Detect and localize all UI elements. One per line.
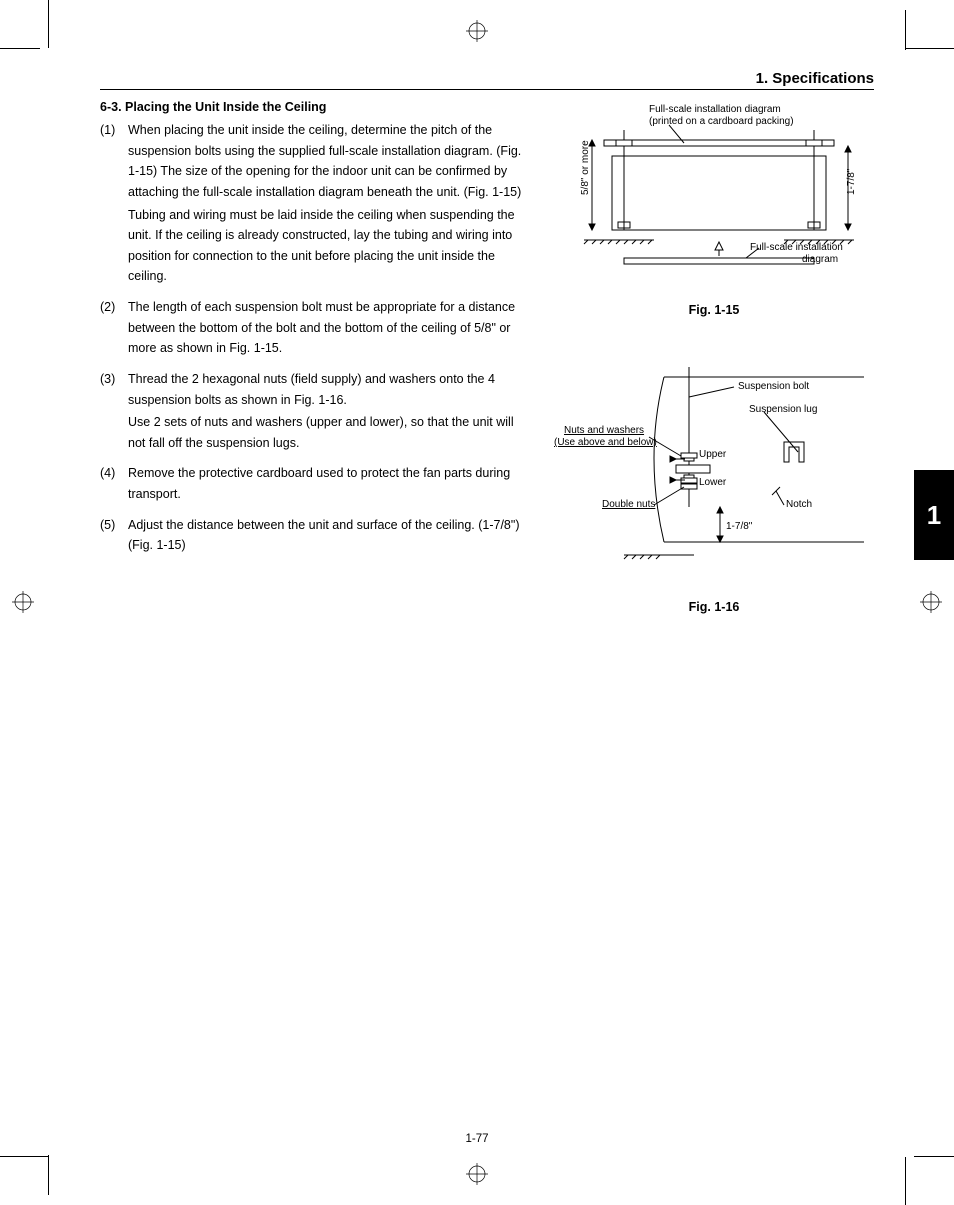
crop-mark (48, 0, 49, 48)
list-item: (1) When placing the unit inside the cei… (100, 120, 534, 289)
figure-1-15: Full-scale installation diagram (printed… (554, 100, 874, 317)
fig16-bolt: Suspension bolt (738, 381, 809, 392)
figure-1-16: Suspension bolt Suspension lug Nuts and … (554, 357, 874, 614)
paragraph: Thread the 2 hexagonal nuts (field suppl… (128, 369, 534, 410)
fig15-label-top2: (printed on a cardboard packing) (649, 116, 794, 127)
page-content: 1. Specifications 6-3. Placing the Unit … (100, 70, 874, 1135)
list-body: Thread the 2 hexagonal nuts (field suppl… (128, 369, 534, 456)
fig-1-15-svg: Full-scale installation diagram (printed… (554, 100, 874, 290)
crop-mark (906, 48, 954, 49)
list-item: (5) Adjust the distance between the unit… (100, 515, 534, 558)
list-body: The length of each suspension bolt must … (128, 297, 534, 361)
section-heading: 6-3. Placing the Unit Inside the Ceiling (100, 100, 534, 114)
section-title-text: Placing the Unit Inside the Ceiling (125, 100, 326, 114)
fig16-lug: Suspension lug (749, 404, 817, 415)
list-body: When placing the unit inside the ceiling… (128, 120, 534, 289)
figure-column: Full-scale installation diagram (printed… (554, 100, 874, 614)
list-number: (4) (100, 463, 128, 506)
fig-1-15-caption: Fig. 1-15 (554, 303, 874, 317)
chapter-tab: 1 (914, 470, 954, 560)
crop-mark (0, 1156, 48, 1157)
list-number: (2) (100, 297, 128, 361)
registration-mark-icon (920, 591, 942, 613)
fig16-nuts2: (Use above and below) (554, 437, 657, 448)
list-body: Remove the protective cardboard used to … (128, 463, 534, 506)
fig15-label-left: 5/8" or more (580, 140, 591, 195)
fig15-label-top1: Full-scale installation diagram (649, 104, 781, 115)
paragraph: Use 2 sets of nuts and washers (upper an… (128, 412, 534, 453)
list-number: (1) (100, 120, 128, 289)
registration-mark-icon (12, 591, 34, 613)
fig16-notch: Notch (786, 499, 812, 510)
text-column: 6-3. Placing the Unit Inside the Ceiling… (100, 100, 534, 614)
fig-1-16-caption: Fig. 1-16 (554, 600, 874, 614)
paragraph: Adjust the distance between the unit and… (128, 515, 534, 556)
registration-mark-icon (466, 20, 488, 42)
crop-mark (905, 10, 906, 50)
list-number: (5) (100, 515, 128, 558)
paragraph: Remove the protective cardboard used to … (128, 463, 534, 504)
fig15-callout1: Full-scale installation (750, 242, 843, 253)
list-item: (3) Thread the 2 hexagonal nuts (field s… (100, 369, 534, 456)
page-number: 1-77 (0, 1133, 954, 1145)
section-number: 6-3. (100, 100, 122, 114)
fig15-callout2: diagram (802, 254, 838, 265)
two-column-layout: 6-3. Placing the Unit Inside the Ceiling… (100, 100, 874, 614)
crop-mark (914, 1156, 954, 1157)
fig15-label-right: 1-7/8" (846, 168, 857, 195)
list-item: (4) Remove the protective cardboard used… (100, 463, 534, 506)
fig16-dim: 1-7/8" (726, 521, 753, 532)
paragraph: When placing the unit inside the ceiling… (128, 120, 534, 203)
crop-mark (48, 1155, 49, 1195)
fig-1-16-svg: Suspension bolt Suspension lug Nuts and … (554, 357, 874, 587)
list-number: (3) (100, 369, 128, 456)
fig16-upper: Upper (699, 449, 727, 460)
page-header-title: 1. Specifications (100, 70, 874, 90)
fig16-nuts1: Nuts and washers (564, 425, 644, 436)
fig16-lower: Lower (699, 477, 727, 488)
registration-mark-icon (466, 1163, 488, 1185)
crop-mark (0, 48, 40, 49)
paragraph: The length of each suspension bolt must … (128, 297, 534, 359)
fig16-double: Double nuts (602, 499, 655, 510)
crop-mark (905, 1157, 906, 1205)
list-body: Adjust the distance between the unit and… (128, 515, 534, 558)
list-item: (2) The length of each suspension bolt m… (100, 297, 534, 361)
paragraph: Tubing and wiring must be laid inside th… (128, 205, 534, 288)
